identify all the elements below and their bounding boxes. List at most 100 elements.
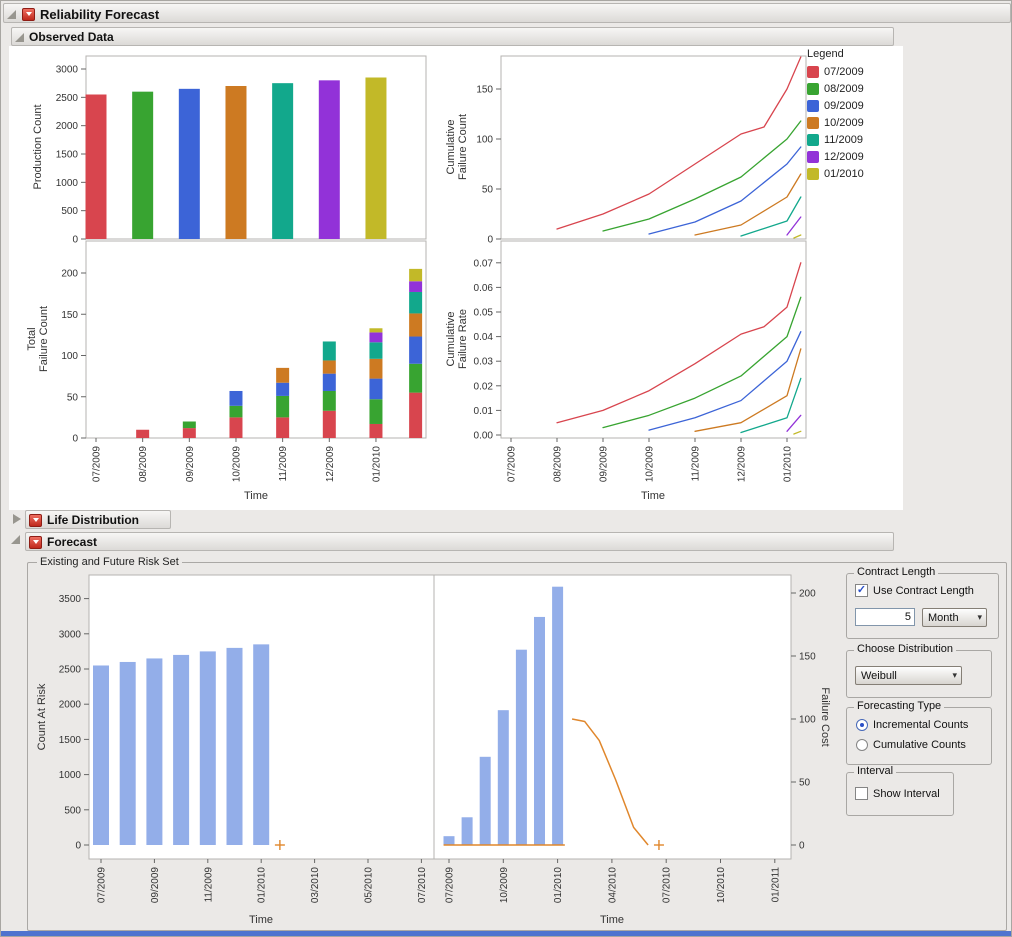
failure-rate-line[interactable] (556, 262, 802, 424)
count-at-risk-bar[interactable] (253, 644, 270, 845)
show-interval-checkbox[interactable]: ✓ Show Interval (855, 787, 940, 800)
forecast-cost-line[interactable] (571, 718, 649, 846)
incremental-counts-radio[interactable]: Incremental Counts (856, 719, 968, 731)
failure-count-bar-segment[interactable] (182, 421, 196, 429)
legend-item[interactable]: 01/2010 (807, 166, 907, 182)
failure-count-bar-segment[interactable] (322, 373, 336, 391)
legend-label: 07/2009 (824, 66, 864, 78)
failure-cost-bar[interactable] (443, 836, 455, 845)
failure-count-line[interactable] (602, 120, 802, 232)
count-at-risk-bar[interactable] (146, 658, 163, 845)
failure-count-bar-segment[interactable] (322, 360, 336, 374)
count-at-risk-bar[interactable] (119, 661, 136, 845)
failure-rate-line[interactable] (740, 377, 802, 434)
failure-count-bar-segment[interactable] (182, 428, 196, 438)
failure-count-bar-segment[interactable] (369, 342, 383, 359)
legend-item[interactable]: 11/2009 (807, 132, 907, 148)
failure-count-bar-segment[interactable] (276, 367, 290, 383)
failure-count-bar-segment[interactable] (322, 390, 336, 411)
failure-cost-bar[interactable] (552, 586, 564, 845)
count-at-risk-bar[interactable] (173, 654, 190, 845)
legend-swatch[interactable] (807, 151, 819, 163)
contract-length-unit-dropdown[interactable]: Month ▾ (922, 608, 987, 627)
red-triangle-menu-icon[interactable] (29, 535, 42, 549)
failure-cost-bar[interactable] (534, 616, 545, 845)
disclosure-open-icon[interactable] (15, 32, 24, 42)
legend-swatch[interactable] (807, 83, 819, 95)
failure-count-bar-segment[interactable] (276, 417, 290, 438)
disclosure-open-icon[interactable] (7, 9, 16, 19)
failure-count-bar-segment[interactable] (369, 328, 383, 333)
radio-icon (856, 719, 868, 731)
red-triangle-menu-icon[interactable] (29, 513, 42, 527)
legend-item[interactable]: 10/2009 (807, 115, 907, 131)
failure-count-bar-segment[interactable] (369, 332, 383, 343)
failure-count-bar-segment[interactable] (276, 382, 290, 396)
failure-count-bar-segment[interactable] (369, 399, 383, 424)
failure-count-bar-segment[interactable] (322, 341, 336, 361)
failure-cost-bar[interactable] (497, 710, 509, 845)
failure-count-bar-segment[interactable] (229, 405, 243, 418)
count-at-risk-bar[interactable] (226, 647, 243, 845)
failure-count-bar-segment[interactable] (369, 358, 383, 379)
contract-length-input[interactable] (855, 608, 915, 626)
legend-swatch[interactable] (807, 134, 819, 146)
svg-text:Count At Risk: Count At Risk (36, 683, 48, 750)
production-bar[interactable] (178, 88, 200, 239)
legend-swatch[interactable] (807, 168, 819, 180)
checkbox-icon[interactable]: ✓ (855, 787, 868, 800)
production-bar[interactable] (272, 83, 294, 239)
failure-rate-line[interactable] (648, 331, 802, 431)
checkbox-icon[interactable]: ✓ (855, 584, 868, 597)
failure-count-bar-segment[interactable] (409, 363, 423, 393)
failure-count-bar-segment[interactable] (229, 390, 243, 406)
legend-item[interactable]: 07/2009 (807, 64, 907, 80)
failure-cost-bar[interactable] (515, 649, 527, 845)
failure-rate-line[interactable] (602, 296, 802, 429)
failure-count-bar-segment[interactable] (409, 313, 423, 337)
failure-count-line[interactable] (786, 216, 802, 236)
failure-count-bar-segment[interactable] (409, 336, 423, 364)
legend-item[interactable]: 08/2009 (807, 81, 907, 97)
failure-count-line[interactable] (740, 196, 802, 237)
failure-count-line[interactable] (556, 56, 802, 230)
legend-swatch[interactable] (807, 66, 819, 78)
failure-count-bar-segment[interactable] (409, 392, 423, 438)
count-at-risk-bar[interactable] (199, 651, 216, 845)
cumulative-counts-radio[interactable]: Cumulative Counts (856, 739, 966, 751)
disclosure-closed-icon[interactable] (13, 514, 21, 524)
failure-count-bar-segment[interactable] (369, 378, 383, 400)
failure-count-bar-segment[interactable] (369, 423, 383, 438)
production-bar[interactable] (318, 80, 340, 239)
production-bar[interactable] (225, 86, 247, 239)
failure-rate-line[interactable] (694, 348, 802, 432)
failure-cost-bar[interactable] (479, 756, 491, 845)
red-triangle-menu-icon[interactable] (22, 7, 35, 21)
failure-count-bar-segment[interactable] (229, 417, 243, 438)
production-bar[interactable] (132, 91, 154, 239)
svg-text:3000: 3000 (59, 629, 82, 640)
failure-count-bar-segment[interactable] (409, 281, 423, 292)
failure-count-bar-segment[interactable] (276, 395, 290, 418)
failure-count-line[interactable] (648, 146, 802, 235)
legend-item[interactable]: 09/2009 (807, 98, 907, 114)
production-bar[interactable] (85, 94, 107, 240)
failure-rate-line[interactable] (793, 430, 802, 435)
use-contract-length-checkbox[interactable]: ✓ Use Contract Length (855, 584, 974, 597)
failure-count-bar-segment[interactable] (409, 291, 423, 314)
distribution-dropdown[interactable]: Weibull ▾ (855, 666, 962, 685)
production-bar[interactable] (365, 77, 387, 240)
failure-rate-line[interactable] (786, 414, 802, 432)
failure-count-line[interactable] (793, 234, 802, 239)
legend-swatch[interactable] (807, 117, 819, 129)
report-title: Reliability Forecast (40, 6, 160, 22)
failure-count-line[interactable] (694, 173, 802, 236)
legend-swatch[interactable] (807, 100, 819, 112)
failure-count-bar-segment[interactable] (322, 410, 336, 438)
disclosure-open-icon[interactable] (11, 535, 20, 544)
failure-cost-bar[interactable] (461, 817, 473, 845)
count-at-risk-bar[interactable] (93, 665, 109, 845)
failure-count-bar-segment[interactable] (409, 268, 423, 282)
legend-item[interactable]: 12/2009 (807, 149, 907, 165)
failure-count-bar-segment[interactable] (136, 429, 150, 438)
